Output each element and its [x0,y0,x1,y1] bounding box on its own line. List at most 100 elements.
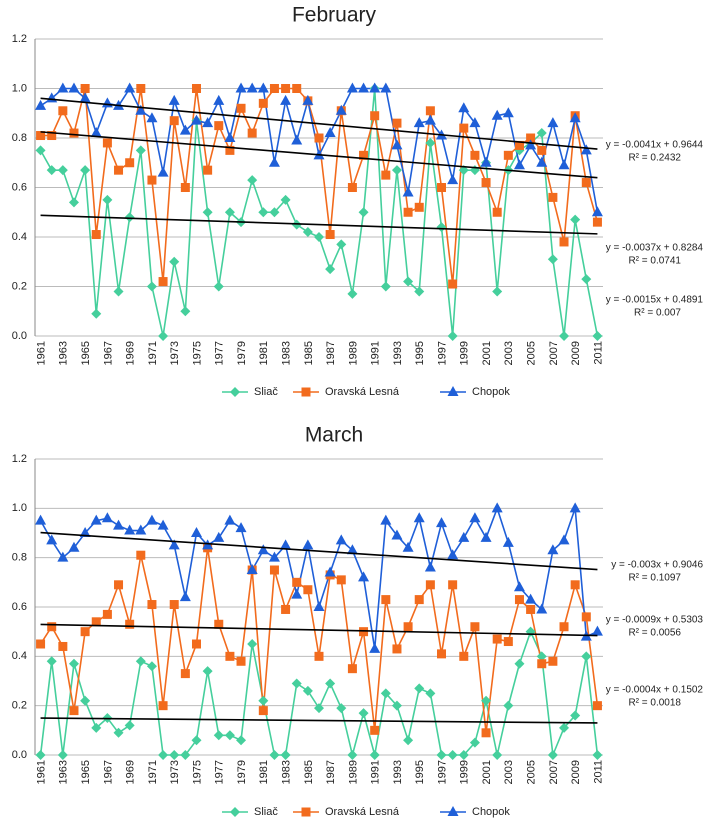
marker [391,529,403,540]
marker [303,585,313,595]
marker [57,750,68,760]
marker [135,524,147,535]
marker [68,197,79,208]
marker [414,595,424,605]
marker [224,730,235,741]
marker [314,133,324,143]
marker [547,254,558,265]
marker [114,165,124,175]
marker [391,139,403,150]
marker [36,131,46,141]
marker [224,514,236,525]
trendline [40,214,598,235]
marker [292,577,302,587]
chart-title: February [292,4,377,27]
marker [190,527,202,537]
x-tick-label: 1989 [347,341,359,365]
x-tick-label: 1985 [303,341,315,365]
marker [213,730,224,741]
marker [180,306,191,317]
x-tick-label: 1997 [436,760,448,784]
marker [424,561,436,572]
marker [369,82,381,93]
marker [469,117,481,128]
marker [269,207,280,218]
x-tick-label: 1977 [214,760,226,784]
marker [269,84,279,93]
marker [246,564,258,574]
marker [235,82,247,93]
marker [247,639,258,649]
marker [491,109,503,120]
y-tick-label: 0.6 [12,181,27,193]
marker [547,544,559,555]
marker [581,651,592,662]
marker [280,94,292,105]
marker [91,230,101,240]
marker [336,703,347,714]
marker [90,514,102,525]
marker [380,514,392,525]
marker [592,217,602,227]
marker [302,94,314,105]
marker [291,588,303,599]
marker [548,656,558,666]
marker [536,603,548,614]
marker [425,106,435,116]
marker [347,183,357,192]
marker [403,207,413,217]
legend-label: Oravská Lesná [325,806,400,818]
x-tick-label: 1961 [35,760,47,784]
series-line [39,88,599,337]
x-tick-label: 1969 [125,760,137,784]
y-tick-label: 0.0 [12,330,27,342]
marker [224,207,235,218]
marker [447,806,459,816]
marker [480,531,492,542]
trendline-r2: R² = 0.007 [634,308,681,319]
marker [124,524,136,535]
marker [79,527,91,537]
marker [469,512,481,523]
marker [458,750,469,760]
marker [158,277,168,287]
trendline-equation: y = -0.0004x + 0.1502 [606,685,704,696]
x-tick-label: 1967 [102,760,114,784]
marker [257,82,269,93]
marker [559,722,570,733]
y-tick-label: 0.4 [12,231,27,243]
marker [69,706,79,716]
x-tick-label: 1963 [58,341,70,365]
marker [513,581,525,592]
marker [124,82,136,93]
marker [257,544,269,555]
marker [514,140,524,150]
y-tick-label: 0.8 [12,552,27,564]
marker [347,288,358,299]
marker [46,656,57,667]
marker [102,194,113,205]
marker [492,634,502,644]
marker [301,807,311,817]
marker [124,720,135,731]
marker [359,150,369,160]
marker [525,593,537,604]
x-tick-label: 1979 [236,760,248,784]
marker [536,156,548,167]
x-tick-label: 1979 [236,341,248,365]
x-tick-label: 2009 [570,760,582,784]
marker [158,331,169,341]
marker [581,274,592,285]
marker [492,750,503,760]
marker [191,735,202,746]
x-tick-label: 1991 [370,341,382,365]
x-tick-label: 1971 [147,760,159,784]
marker [536,128,547,139]
legend-label: Sliač [254,386,278,398]
x-tick-label: 1987 [325,341,337,365]
marker [202,117,214,128]
marker [258,207,269,218]
marker [447,549,459,560]
x-tick-label: 1991 [370,760,382,784]
